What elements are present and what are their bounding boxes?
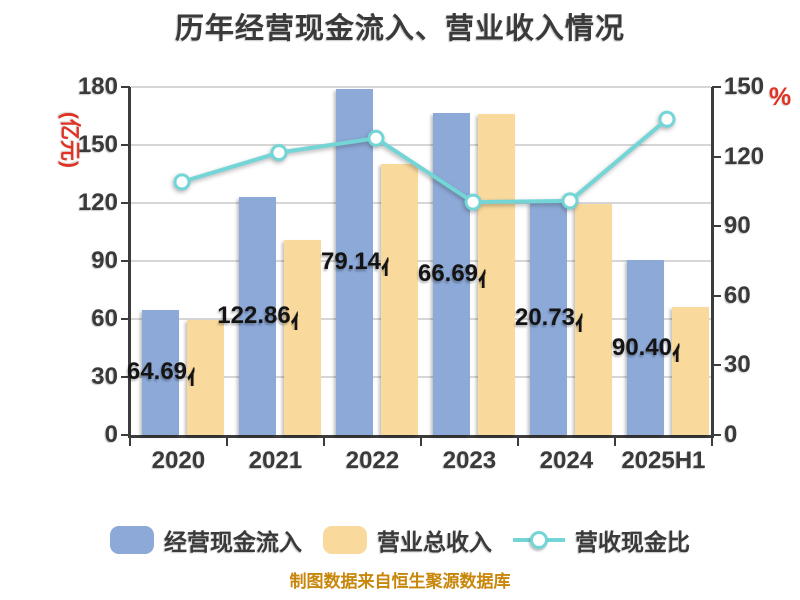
- legend-item-营业总收入: 营业总收入: [323, 523, 492, 557]
- gridline: [131, 202, 711, 204]
- bar-value-text: 79.14: [320, 247, 382, 275]
- left-axis-tick-label: 30: [91, 363, 118, 390]
- x-axis-tick-label: 2021: [248, 447, 303, 474]
- right-axis-tick-label: 30: [724, 351, 751, 379]
- gridline: [131, 260, 711, 262]
- gridline: [131, 318, 711, 320]
- bar-value-text: 64.69: [126, 358, 188, 386]
- left-axis-tick-label: 90: [91, 247, 118, 274]
- bar-value-text: 20.73: [514, 304, 576, 332]
- revenue-bar: [575, 203, 612, 435]
- right-axis-tick-label: 0: [724, 421, 738, 448]
- left-axis-unit-label: (亿元): [58, 112, 81, 168]
- x-axis-tick: [711, 438, 713, 446]
- clipped-unit-fragment: 亿: [575, 306, 582, 332]
- cash-inflow-bar: [627, 260, 664, 435]
- ratio-line: [181, 117, 669, 205]
- bar-value-label: 64.69亿: [127, 358, 194, 386]
- legend-swatch: [323, 526, 367, 554]
- x-axis-tick-label: 2024: [539, 447, 594, 474]
- gridline: [131, 144, 711, 146]
- right-axis-tick: [712, 434, 721, 436]
- legend-label: 营业总收入: [377, 529, 492, 555]
- bar-value-label: 122.86亿: [217, 302, 297, 330]
- ratio-line-marker: [270, 144, 288, 162]
- revenue-bar: [381, 163, 418, 435]
- left-axis-tick-label: 150: [77, 131, 118, 158]
- left-axis-tick: [121, 434, 130, 436]
- clipped-unit-fragment: 亿: [291, 304, 298, 330]
- right-axis-tick-label: 120: [724, 142, 765, 170]
- clipped-unit-fragment: 亿: [187, 360, 194, 386]
- bar-value-text: 66.69: [417, 259, 479, 287]
- left-axis-tick: [121, 260, 130, 262]
- cash-inflow-bar: [530, 201, 567, 435]
- legend: 经营现金流入 营业总收入 营收现金比: [0, 519, 800, 561]
- cash-inflow-bar: [239, 197, 276, 435]
- legend-swatch: [110, 526, 154, 554]
- left-axis-tick: [121, 144, 130, 146]
- legend-line-marker: [513, 526, 565, 554]
- x-axis-tick: [323, 438, 325, 446]
- right-axis-tick-label: 150: [724, 73, 765, 100]
- revenue-bar: [187, 320, 224, 435]
- data-source-note: 制图数据来自恒生聚源数据库: [289, 572, 511, 591]
- left-axis-tick-label: 60: [91, 305, 118, 332]
- legend-dot: [530, 531, 548, 549]
- ratio-line-marker: [658, 110, 676, 128]
- left-axis-tick-label: 120: [77, 189, 118, 216]
- bar-value-text: 90.40: [611, 333, 673, 361]
- x-axis-tick: [614, 438, 616, 446]
- gridline: [131, 86, 711, 88]
- gridline: [131, 376, 711, 378]
- x-axis-tick-label: 2023: [442, 447, 497, 474]
- right-axis-tick: [712, 364, 721, 367]
- cash-inflow-bar: [142, 309, 179, 435]
- x-axis-tick: [129, 438, 131, 446]
- bar-value-label: 66.69亿: [418, 260, 485, 288]
- left-axis-tick: [121, 202, 130, 204]
- x-axis-tick-label: 2022: [345, 447, 400, 474]
- left-axis-tick: [121, 376, 130, 378]
- right-axis-unit: %: [769, 83, 792, 111]
- left-axis-tick-label: 0: [104, 421, 118, 448]
- chart-title: 历年经营现金流入、营业收入情况: [174, 13, 625, 45]
- bar-value-label: 90.40亿: [612, 334, 679, 362]
- revenue-bar: [284, 239, 321, 435]
- right-axis-tick-label: 60: [724, 281, 751, 309]
- x-axis-line: [128, 435, 714, 438]
- clipped-unit-fragment: 亿: [381, 250, 388, 276]
- clipped-unit-fragment: 亿: [672, 336, 679, 362]
- ratio-line-marker: [173, 173, 191, 191]
- right-axis-tick: [712, 294, 721, 297]
- revenue-bar: [672, 306, 709, 435]
- y-axis-line-left: [128, 87, 131, 438]
- bar-value-label: 20.73亿: [515, 304, 582, 332]
- x-axis-tick: [420, 438, 422, 446]
- clipped-unit-fragment: 亿: [478, 262, 485, 288]
- right-axis-tick: [712, 86, 721, 88]
- left-axis-tick: [121, 86, 130, 88]
- legend-item-营收现金比: 营收现金比: [513, 523, 690, 557]
- left-axis-tick-label: 180: [77, 73, 118, 100]
- bar-value-text: 122.86: [217, 302, 291, 330]
- bar-value-label: 79.14亿: [321, 248, 388, 276]
- legend-item-经营现金流入: 经营现金流入: [110, 523, 302, 557]
- right-axis-tick: [712, 155, 721, 158]
- x-axis-tick-label: 2025H1: [621, 447, 706, 474]
- left-axis-tick: [121, 318, 130, 320]
- right-axis-tick-label: 90: [724, 212, 751, 240]
- x-axis-tick: [517, 438, 519, 446]
- right-axis-tick: [712, 225, 721, 228]
- y-axis-line-right: [711, 87, 714, 438]
- legend-label: 经营现金流入: [164, 529, 302, 555]
- x-axis-tick-label: 2020: [151, 447, 206, 474]
- legend-label: 营收现金比: [575, 529, 690, 555]
- x-axis-tick: [226, 438, 228, 446]
